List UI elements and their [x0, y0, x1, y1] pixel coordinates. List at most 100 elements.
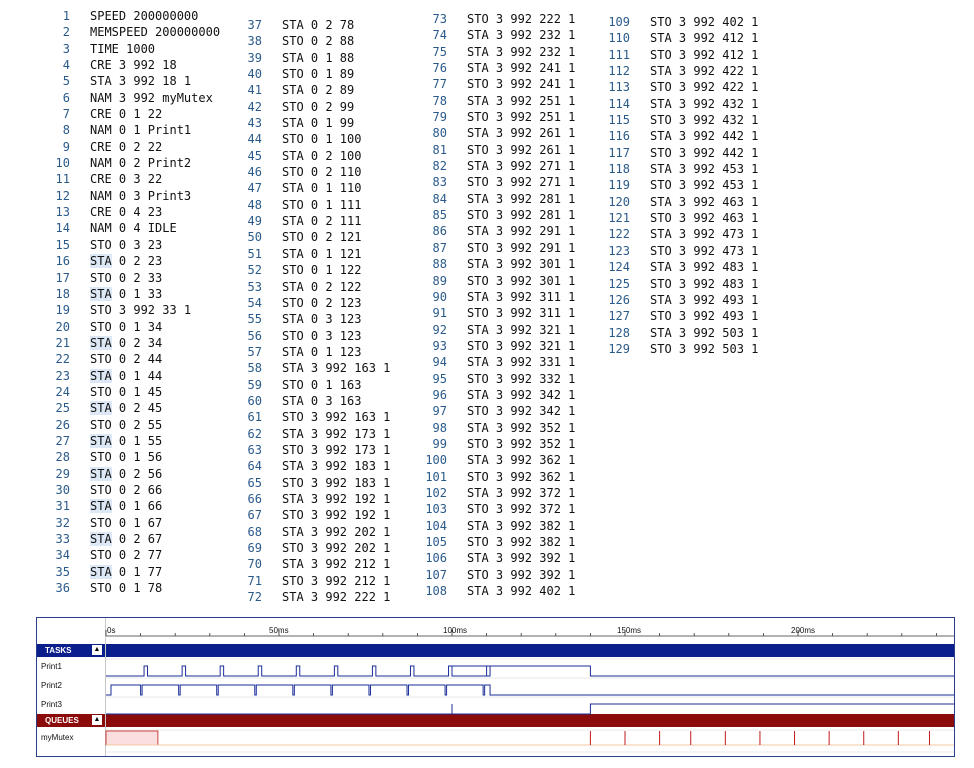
code-line[interactable]: 123 STO 3 992 473 1 — [604, 243, 758, 259]
code-line[interactable]: 56 STO 0 3 123 — [236, 328, 390, 344]
code-line[interactable]: 53 STA 0 2 122 — [236, 279, 390, 295]
code-line[interactable]: 10 NAM 0 2 Print2 — [44, 155, 220, 171]
code-line[interactable]: 77 STO 3 992 241 1 — [421, 76, 576, 92]
code-line[interactable]: 50 STO 0 2 121 — [236, 229, 390, 245]
code-line[interactable]: 113 STO 3 992 422 1 — [604, 79, 758, 95]
code-line[interactable]: 66 STA 3 992 192 1 — [236, 491, 391, 507]
tasks-section-header[interactable]: TASKS ▲ — [37, 644, 105, 657]
code-line[interactable]: 33 STA 0 2 67 — [44, 531, 220, 547]
code-line[interactable]: 46 STO 0 2 110 — [236, 164, 390, 180]
code-line[interactable]: 72 STA 3 992 222 1 — [236, 589, 391, 605]
code-line[interactable]: 14 NAM 0 4 IDLE — [44, 220, 220, 236]
code-line[interactable]: 127 STO 3 992 493 1 — [604, 308, 758, 324]
code-line[interactable]: 93 STO 3 992 321 1 — [421, 338, 576, 354]
code-line[interactable]: 58 STA 3 992 163 1 — [236, 360, 391, 376]
code-line[interactable]: 115 STO 3 992 432 1 — [604, 112, 758, 128]
code-line[interactable]: 128 STA 3 992 503 1 — [604, 325, 758, 341]
code-line[interactable]: 25 STA 0 2 45 — [44, 400, 220, 416]
code-line[interactable]: 98 STA 3 992 352 1 — [421, 420, 576, 436]
code-line[interactable]: 42 STO 0 2 99 — [236, 99, 390, 115]
code-line[interactable]: 21 STA 0 2 34 — [44, 335, 220, 351]
code-line[interactable]: 16 STA 0 2 23 — [44, 253, 220, 269]
code-line[interactable]: 103 STO 3 992 372 1 — [421, 501, 575, 517]
code-line[interactable]: 86 STA 3 992 291 1 — [421, 223, 576, 239]
code-line[interactable]: 107 STO 3 992 392 1 — [421, 567, 575, 583]
code-line[interactable]: 23 STA 0 1 44 — [44, 368, 220, 384]
code-line[interactable]: 49 STA 0 2 111 — [236, 213, 390, 229]
code-line[interactable]: 117 STO 3 992 442 1 — [604, 145, 758, 161]
timeline-canvas[interactable] — [37, 618, 954, 756]
code-line[interactable]: 87 STO 3 992 291 1 — [421, 240, 576, 256]
code-line[interactable]: 54 STO 0 2 123 — [236, 295, 390, 311]
code-line[interactable]: 74 STA 3 992 232 1 — [421, 27, 576, 43]
code-line[interactable]: 106 STA 3 992 392 1 — [421, 550, 575, 566]
code-line[interactable]: 122 STA 3 992 473 1 — [604, 226, 758, 242]
code-line[interactable]: 70 STA 3 992 212 1 — [236, 556, 391, 572]
code-line[interactable]: 27 STA 0 1 55 — [44, 433, 220, 449]
code-line[interactable]: 2 MEMSPEED 200000000 — [44, 24, 220, 40]
code-line[interactable]: 101 STO 3 992 362 1 — [421, 469, 575, 485]
code-line[interactable]: 34 STO 0 2 77 — [44, 547, 220, 563]
code-line[interactable]: 99 STO 3 992 352 1 — [421, 436, 576, 452]
code-line[interactable]: 67 STO 3 992 192 1 — [236, 507, 391, 523]
code-line[interactable]: 94 STA 3 992 331 1 — [421, 354, 576, 370]
code-line[interactable]: 102 STA 3 992 372 1 — [421, 485, 575, 501]
code-line[interactable]: 81 STO 3 992 261 1 — [421, 142, 576, 158]
code-line[interactable]: 12 NAM 0 3 Print3 — [44, 188, 220, 204]
code-line[interactable]: 36 STO 0 1 78 — [44, 580, 220, 596]
code-line[interactable]: 90 STA 3 992 311 1 — [421, 289, 576, 305]
code-line[interactable]: 89 STO 3 992 301 1 — [421, 273, 576, 289]
code-line[interactable]: 79 STO 3 992 251 1 — [421, 109, 576, 125]
code-line[interactable]: 11 CRE 0 3 22 — [44, 171, 220, 187]
code-line[interactable]: 84 STA 3 992 281 1 — [421, 191, 576, 207]
code-line[interactable]: 32 STO 0 1 67 — [44, 515, 220, 531]
code-line[interactable]: 28 STO 0 1 56 — [44, 449, 220, 465]
code-line[interactable]: 73 STO 3 992 222 1 — [421, 11, 576, 27]
timeline-panel[interactable]: TASKS ▲ Print1 Print2 Print3 QUEUES ▲ my… — [36, 617, 955, 757]
code-line[interactable]: 43 STA 0 1 99 — [236, 115, 390, 131]
code-line[interactable]: 52 STO 0 1 122 — [236, 262, 390, 278]
collapse-tasks-icon[interactable]: ▲ — [92, 645, 102, 655]
code-line[interactable]: 114 STA 3 992 432 1 — [604, 96, 758, 112]
code-line[interactable]: 41 STA 0 2 89 — [236, 82, 390, 98]
code-line[interactable]: 126 STA 3 992 493 1 — [604, 292, 758, 308]
code-line[interactable]: 15 STO 0 3 23 — [44, 237, 220, 253]
code-line[interactable]: 29 STA 0 2 56 — [44, 466, 220, 482]
code-line[interactable]: 20 STO 0 1 34 — [44, 319, 220, 335]
code-line[interactable]: 19 STO 3 992 33 1 — [44, 302, 220, 318]
code-line[interactable]: 80 STA 3 992 261 1 — [421, 125, 576, 141]
code-line[interactable]: 9 CRE 0 2 22 — [44, 139, 220, 155]
code-line[interactable]: 109 STO 3 992 402 1 — [604, 14, 758, 30]
code-line[interactable]: 75 STA 3 992 232 1 — [421, 44, 576, 60]
code-line[interactable]: 48 STO 0 1 111 — [236, 197, 390, 213]
code-line[interactable]: 6 NAM 3 992 myMutex — [44, 90, 220, 106]
code-line[interactable]: 97 STO 3 992 342 1 — [421, 403, 576, 419]
code-line[interactable]: 24 STO 0 1 45 — [44, 384, 220, 400]
code-line[interactable]: 91 STO 3 992 311 1 — [421, 305, 576, 321]
code-line[interactable]: 8 NAM 0 1 Print1 — [44, 122, 220, 138]
code-line[interactable]: 65 STO 3 992 183 1 — [236, 475, 391, 491]
code-line[interactable]: 45 STA 0 2 100 — [236, 148, 390, 164]
code-line[interactable]: 44 STO 0 1 100 — [236, 131, 390, 147]
code-line[interactable]: 30 STO 0 2 66 — [44, 482, 220, 498]
code-line[interactable]: 63 STO 3 992 173 1 — [236, 442, 391, 458]
code-line[interactable]: 22 STO 0 2 44 — [44, 351, 220, 367]
code-line[interactable]: 26 STO 0 2 55 — [44, 417, 220, 433]
code-line[interactable]: 47 STA 0 1 110 — [236, 180, 390, 196]
code-line[interactable]: 59 STO 0 1 163 — [236, 377, 390, 393]
code-line[interactable]: 112 STA 3 992 422 1 — [604, 63, 758, 79]
code-line[interactable]: 85 STO 3 992 281 1 — [421, 207, 576, 223]
code-line[interactable]: 76 STA 3 992 241 1 — [421, 60, 576, 76]
code-line[interactable]: 100 STA 3 992 362 1 — [421, 452, 575, 468]
code-line[interactable]: 118 STA 3 992 453 1 — [604, 161, 758, 177]
code-line[interactable]: 71 STO 3 992 212 1 — [236, 573, 391, 589]
code-line[interactable]: 4 CRE 3 992 18 — [44, 57, 220, 73]
code-line[interactable]: 60 STA 0 3 163 — [236, 393, 390, 409]
code-line[interactable]: 119 STO 3 992 453 1 — [604, 177, 758, 193]
code-line[interactable]: 78 STA 3 992 251 1 — [421, 93, 576, 109]
code-line[interactable]: 1 SPEED 200000000 — [44, 8, 220, 24]
code-line[interactable]: 55 STA 0 3 123 — [236, 311, 390, 327]
code-line[interactable]: 88 STA 3 992 301 1 — [421, 256, 576, 272]
code-line[interactable]: 13 CRE 0 4 23 — [44, 204, 220, 220]
code-line[interactable]: 51 STA 0 1 121 — [236, 246, 390, 262]
